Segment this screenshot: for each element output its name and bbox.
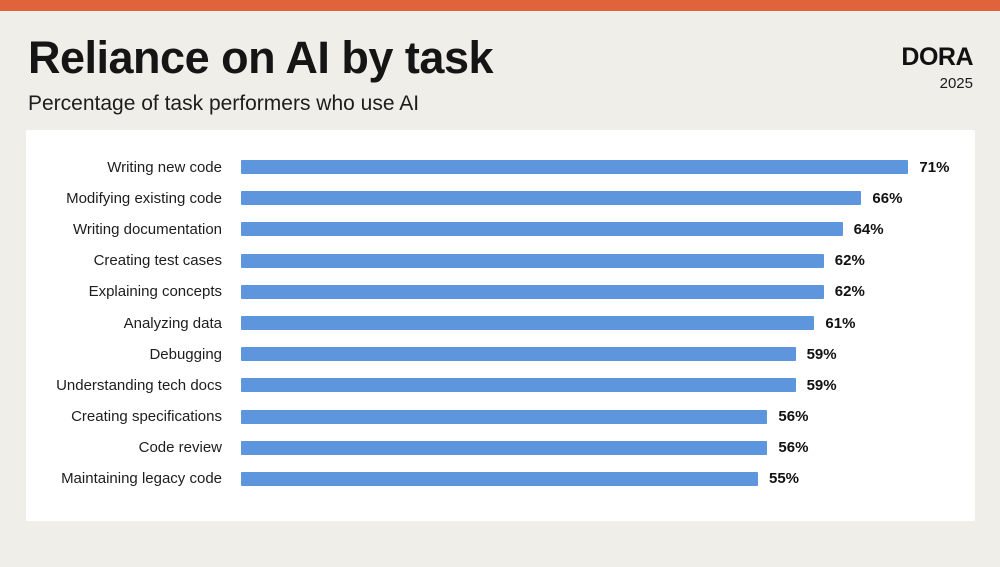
value-label: 62% (834, 283, 865, 301)
top-accent-bar (0, 0, 1000, 11)
chart-row: Modifying existing code 66% (26, 183, 975, 214)
value-label: 56% (778, 439, 809, 457)
chart-row: Explaining concepts 62% (26, 276, 975, 307)
bar-area: 61% (241, 315, 855, 332)
chart-panel: Writing new code 71% Modifying existing … (26, 129, 975, 521)
brand-year: 2025 (939, 75, 973, 92)
bar-area: 62% (241, 283, 865, 300)
value-label: 62% (834, 252, 865, 270)
task-label: Debugging (149, 345, 222, 363)
value-label: 71% (919, 158, 950, 176)
bar-area: 56% (241, 439, 808, 456)
task-label: Maintaining legacy code (61, 470, 222, 488)
chart-row: Understanding tech docs 59% (26, 370, 975, 401)
bar (241, 440, 768, 455)
value-label: 59% (806, 376, 837, 394)
bar (241, 378, 796, 393)
bar (241, 409, 768, 424)
bar-area: 59% (241, 377, 837, 394)
chart-row: Debugging 59% (26, 339, 975, 370)
task-label: Writing new code (107, 158, 222, 176)
task-label: Code review (138, 439, 222, 457)
task-label: Writing documentation (73, 220, 222, 238)
bar (241, 316, 815, 331)
bar (241, 471, 758, 486)
page-title: Reliance on AI by task (28, 32, 494, 83)
bar-area: 59% (241, 346, 837, 363)
value-label: 56% (778, 408, 809, 426)
header-text-block: Reliance on AI by task Percentage of tas… (28, 32, 494, 116)
bar (241, 284, 824, 299)
chart-row: Maintaining legacy code 55% (26, 463, 975, 494)
task-label: Creating specifications (71, 408, 222, 426)
bar-area: 56% (241, 408, 808, 425)
bar-area: 64% (241, 221, 884, 238)
value-label: 64% (853, 220, 884, 238)
task-label: Explaining concepts (88, 283, 222, 301)
chart-row: Analyzing data 61% (26, 307, 975, 338)
task-label: Understanding tech docs (56, 376, 222, 394)
bar (241, 160, 909, 175)
value-label: 61% (825, 314, 856, 332)
bar-area: 71% (241, 159, 949, 176)
page-subtitle: Percentage of task performers who use AI (28, 91, 420, 115)
chart-row: Code review 56% (26, 432, 975, 463)
value-label: 59% (806, 345, 837, 363)
task-label: Analyzing data (123, 314, 222, 332)
header: Reliance on AI by task Percentage of tas… (0, 11, 1000, 116)
chart-row: Creating specifications 56% (26, 401, 975, 432)
brand-name: DORA (901, 43, 973, 71)
brand-logo: DORA 2025 (901, 43, 973, 93)
bar-area: 66% (241, 190, 902, 207)
bar (241, 191, 862, 206)
task-label: Creating test cases (93, 252, 222, 270)
value-label: 66% (872, 189, 903, 207)
bar-area: 55% (241, 470, 799, 487)
task-label: Modifying existing code (66, 189, 222, 207)
value-label: 55% (769, 470, 800, 488)
bar (241, 222, 843, 237)
bar (241, 347, 796, 362)
bar-area: 62% (241, 252, 865, 269)
chart-row: Creating test cases 62% (26, 245, 975, 276)
bar (241, 253, 824, 268)
chart-row: Writing documentation 64% (26, 214, 975, 245)
chart-row: Writing new code 71% (26, 152, 975, 183)
